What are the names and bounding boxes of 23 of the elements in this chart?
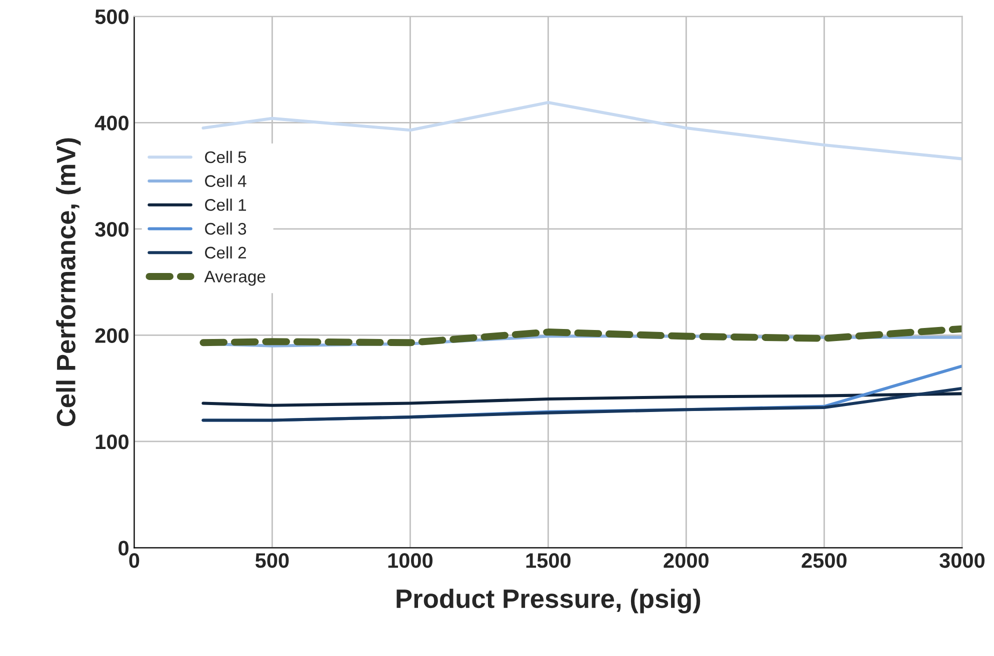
legend-label: Cell 3 xyxy=(205,222,246,235)
x-tick-label: 0 xyxy=(129,553,140,568)
line-series xyxy=(202,392,962,407)
legend-label: Cell 2 xyxy=(205,246,246,259)
x-tick-label: 3000 xyxy=(940,553,985,568)
legend-label: Cell 4 xyxy=(205,174,246,187)
x-tick-label: 1500 xyxy=(526,553,571,568)
y-tick-label: 100 xyxy=(96,434,128,450)
y-axis-title: Cell Performance, (mV) xyxy=(56,138,81,426)
x-tick-label: 2000 xyxy=(664,553,709,568)
x-tick-label: 2500 xyxy=(802,553,847,568)
x-tick-label: 500 xyxy=(255,553,289,568)
y-tick-label: 500 xyxy=(95,9,128,24)
x-tick-label: 1000 xyxy=(388,553,433,568)
y-tick-label: 400 xyxy=(94,116,128,130)
legend-label: Average xyxy=(204,270,266,286)
y-tick-label: 0 xyxy=(118,540,128,556)
legend-label: Cell 1 xyxy=(205,198,246,211)
y-tick-label: 300 xyxy=(95,222,128,237)
x-axis-title: Product Pressure, (psig) xyxy=(396,588,700,614)
legend-label: Cell 5 xyxy=(205,150,246,164)
y-tick-label: 200 xyxy=(95,328,128,343)
line-series xyxy=(202,386,962,422)
